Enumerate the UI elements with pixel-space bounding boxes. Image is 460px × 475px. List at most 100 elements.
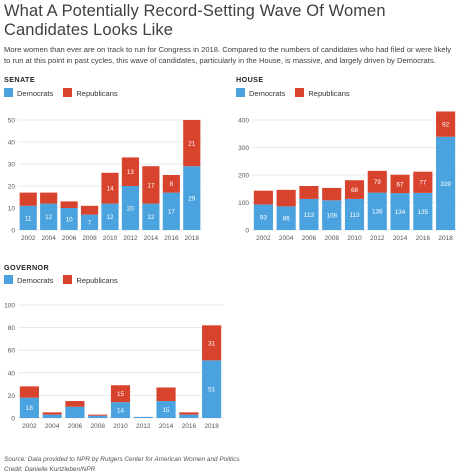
senate-panel-title: SENATE [4, 75, 36, 84]
house-bar-republicans [299, 186, 319, 199]
democrats-swatch [4, 88, 13, 97]
house-data-label: 77 [419, 180, 427, 187]
senate-legend-democrats-label: Democrats [17, 89, 54, 98]
house-bar-republicans [344, 180, 365, 199]
governor-x-tick-label: 2014 [159, 423, 174, 430]
governor-bar-republicans [88, 414, 108, 416]
senate-data-label: 21 [188, 141, 196, 148]
senate-x-tick-label: 2014 [144, 235, 159, 242]
governor-bar-democrats [133, 416, 153, 418]
governor-y-tick-label: 60 [8, 348, 16, 355]
house-data-label: 134 [395, 209, 406, 216]
house-bar-democrats [276, 206, 296, 230]
senate-legend: Democrats Republicans [4, 88, 126, 98]
governor-x-tick-label: 2016 [182, 423, 197, 430]
senate-data-label: 12 [147, 214, 155, 221]
house-bar-republicans [413, 171, 433, 193]
republicans-swatch [63, 88, 73, 97]
senate-y-tick-label: 0 [11, 228, 15, 235]
page-subtitle: More women than ever are on track to run… [4, 45, 452, 65]
house-x-tick-label: 2006 [302, 235, 317, 242]
house-bar-republicans [390, 174, 410, 194]
senate-bar-republicans [80, 205, 99, 215]
house-bar-democrats [436, 136, 456, 230]
house-y-tick-label: 100 [238, 200, 249, 207]
house-x-tick-label: 2008 [324, 235, 339, 242]
house-bar-democrats [299, 198, 319, 230]
house-data-label: 135 [418, 209, 429, 216]
governor-bar-democrats [110, 402, 131, 418]
senate-bar-democrats [121, 186, 140, 230]
senate-bar-democrats [162, 192, 180, 230]
governor-bar-republicans [110, 385, 131, 403]
senate-x-tick-label: 2002 [21, 235, 36, 242]
house-x-tick-label: 2004 [279, 235, 294, 242]
senate-bar-republicans [121, 157, 140, 186]
senate-data-label: 11 [25, 215, 32, 222]
house-y-tick-label: 300 [238, 145, 249, 152]
senate-data-label: 10 [66, 216, 74, 223]
governor-bar-republicans [65, 401, 85, 407]
governor-panel-title: GOVERNOR [4, 263, 50, 272]
house-legend: Democrats Republicans [236, 88, 358, 98]
house-legend-republicans: Republicans [295, 88, 350, 98]
governor-x-tick-label: 2008 [90, 423, 105, 430]
governor-y-tick-label: 0 [11, 416, 15, 423]
governor-legend-republicans: Republicans [63, 275, 118, 285]
senate-legend-democrats: Democrats [4, 88, 53, 98]
republicans-swatch [63, 275, 73, 284]
senate-x-tick-label: 2018 [185, 235, 200, 242]
senate-bar-republicans [142, 166, 160, 204]
senate-data-label: 17 [147, 182, 155, 189]
governor-x-tick-label: 2002 [22, 423, 37, 430]
senate-x-tick-label: 2004 [41, 235, 56, 242]
house-y-tick-label: 200 [238, 173, 249, 180]
senate-bar-democrats [60, 208, 78, 230]
house-bar-democrats [390, 193, 410, 230]
house-bar-democrats [344, 198, 365, 230]
house-data-label: 67 [397, 181, 405, 188]
house-panel-title: HOUSE [236, 75, 264, 84]
page-title: What A Potentially Record-Setting Wave O… [4, 2, 386, 39]
credit-note: Credit: Danielle Kurtzleben/NPR [4, 466, 96, 473]
senate-bar-democrats [101, 203, 119, 230]
house-bar-republicans [436, 111, 456, 137]
senate-data-label: 8 [170, 181, 174, 188]
senate-bar-republicans [60, 201, 78, 208]
house-y-tick-label: 0 [245, 228, 249, 235]
house-legend-democrats-label: Democrats [249, 89, 286, 98]
house-bar-republicans [276, 189, 296, 207]
senate-y-tick-label: 30 [8, 162, 16, 169]
senate-bar-republicans [162, 175, 180, 193]
governor-legend: Democrats Republicans [4, 275, 126, 285]
house-x-tick-label: 2016 [416, 235, 431, 242]
governor-bar-democrats [19, 397, 39, 418]
house-x-tick-label: 2002 [256, 235, 271, 242]
senate-y-tick-label: 40 [8, 140, 16, 147]
democrats-swatch [4, 275, 13, 284]
governor-bar-republicans [202, 325, 222, 361]
governor-data-label: 14 [117, 407, 125, 414]
senate-y-tick-label: 20 [8, 184, 16, 191]
senate-x-tick-label: 2012 [123, 235, 138, 242]
governor-bar-democrats [42, 414, 62, 418]
governor-data-label: 51 [208, 387, 216, 394]
senate-data-label: 7 [88, 220, 92, 227]
house-data-label: 113 [304, 212, 315, 219]
governor-bar-republicans [42, 412, 62, 415]
house-data-label: 136 [372, 209, 383, 216]
house-bar-democrats [413, 192, 433, 230]
governor-legend-democrats: Democrats [4, 275, 53, 285]
senate-data-label: 14 [106, 186, 114, 193]
senate-bar-democrats [142, 203, 160, 230]
house-data-label: 113 [349, 212, 360, 219]
governor-x-tick-label: 2010 [113, 423, 128, 430]
governor-bar-republicans [156, 387, 176, 402]
senate-bar-republicans [40, 192, 58, 204]
house-data-label: 339 [440, 181, 451, 188]
house-bar-republicans [322, 187, 342, 201]
house-legend-democrats: Democrats [236, 88, 285, 98]
governor-bar-democrats [179, 414, 199, 418]
